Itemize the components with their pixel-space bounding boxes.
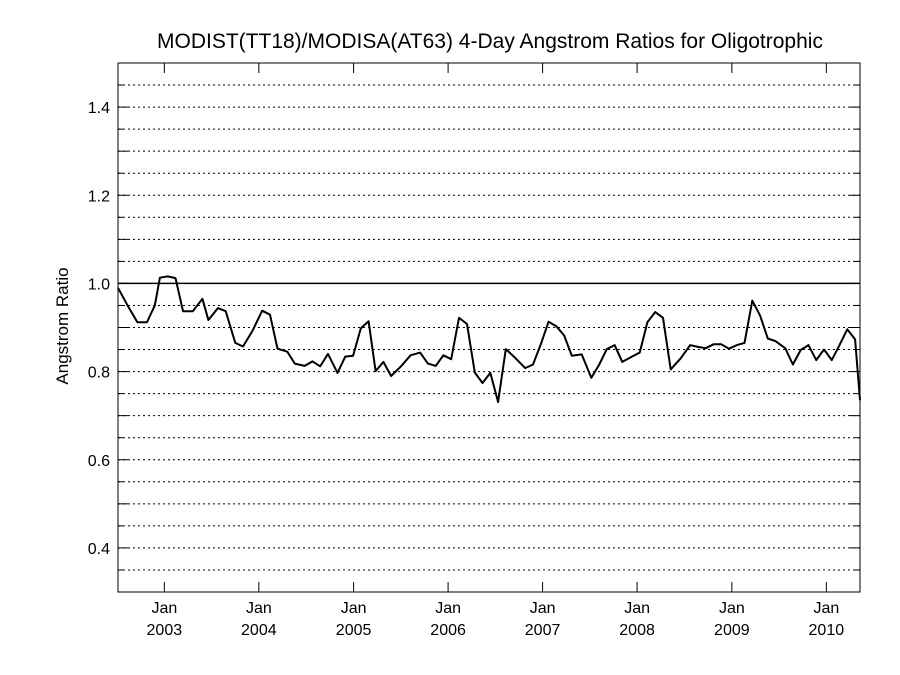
- x-tick-label-year: 2008: [619, 622, 655, 639]
- x-tick-label-month: Jan: [435, 600, 461, 617]
- y-tick-label: 0.4: [88, 541, 110, 558]
- y-tick-label: 0.6: [88, 453, 110, 470]
- x-tick-label-month: Jan: [624, 600, 650, 617]
- x-tick-label-month: Jan: [719, 600, 745, 617]
- x-tick-label-year: 2005: [336, 622, 372, 639]
- y-axis-label: Angstrom Ratio: [53, 267, 72, 384]
- x-tick-label-year: 2007: [525, 622, 561, 639]
- x-tick-label-month: Jan: [341, 600, 367, 617]
- chart-title: MODIST(TT18)/MODISA(AT63) 4-Day Angstrom…: [157, 30, 823, 53]
- x-tick-label-year: 2003: [147, 622, 183, 639]
- x-tick-label-month: Jan: [813, 600, 839, 617]
- grid-lines: [118, 84, 860, 571]
- y-axis-ticks: 0.4 0.6 0.8 1.0 1.2 1.4: [88, 84, 860, 571]
- x-tick-label-year: 2004: [241, 622, 277, 639]
- y-tick-label: 1.0: [88, 276, 110, 293]
- x-tick-label-year: 2009: [714, 622, 750, 639]
- series-line: [117, 275, 861, 403]
- x-tick-label-month: Jan: [246, 600, 272, 617]
- x-axis-ticks: Jan 2003 Jan 2004 Jan 2005 Jan 2006 Jan 2007 Jan 20…: [147, 63, 845, 639]
- y-tick-label: 1.2: [88, 188, 110, 205]
- x-tick-label-year: 2006: [430, 622, 466, 639]
- y-tick-label: 0.8: [88, 365, 110, 382]
- series-layer: [117, 275, 861, 403]
- y-tick-label: 1.4: [88, 100, 110, 117]
- x-tick-label-month: Jan: [530, 600, 556, 617]
- x-tick-label-month: Jan: [151, 600, 177, 617]
- x-tick-label-year: 2010: [809, 622, 845, 639]
